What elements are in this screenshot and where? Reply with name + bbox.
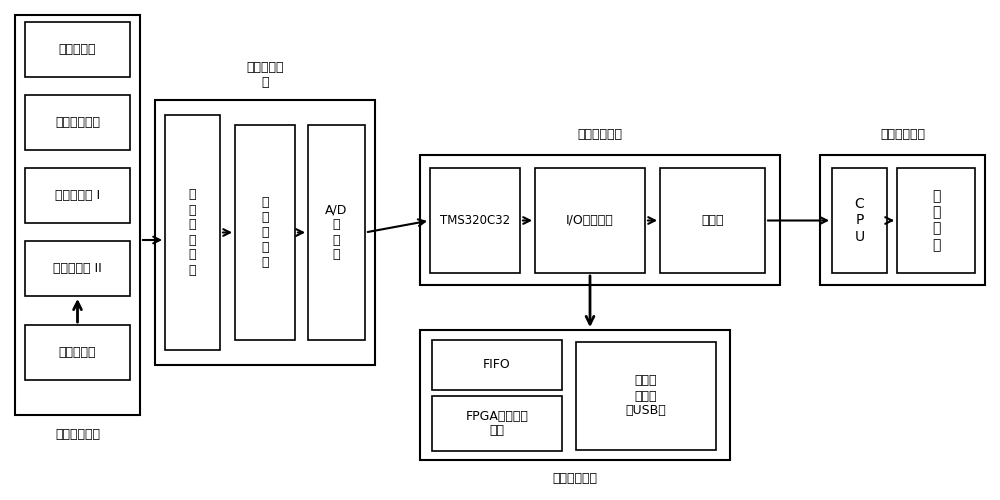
Text: 位移传感器: 位移传感器 <box>59 43 96 56</box>
Text: 温度传感器 II: 温度传感器 II <box>53 262 102 275</box>
Text: I/O接口电路: I/O接口电路 <box>566 214 614 227</box>
Bar <box>25 95 130 150</box>
Text: A/D
转
换
器: A/D 转 换 器 <box>325 204 348 262</box>
Bar <box>432 396 562 451</box>
Bar <box>25 241 130 296</box>
Text: 信号转换模
块: 信号转换模 块 <box>246 61 284 89</box>
Text: FIFO: FIFO <box>483 358 511 372</box>
Text: FPGA逻辑控制
模块: FPGA逻辑控制 模块 <box>466 410 528 438</box>
Text: 存储器: 存储器 <box>701 214 724 227</box>
Text: 传感器接口: 传感器接口 <box>59 346 96 359</box>
Bar <box>165 115 220 350</box>
Text: 故障显示模块: 故障显示模块 <box>880 128 925 141</box>
Text: 信
号
调
理
电
路: 信 号 调 理 电 路 <box>189 188 196 276</box>
Text: 信
号
滤
波
器: 信 号 滤 波 器 <box>261 196 269 269</box>
Text: 信号采集模块: 信号采集模块 <box>55 428 100 442</box>
Text: 数据导
出接口
（USB）: 数据导 出接口 （USB） <box>626 374 666 418</box>
Text: 温度传感器 I: 温度传感器 I <box>55 189 100 202</box>
Bar <box>820 155 985 285</box>
Bar <box>25 325 130 380</box>
Bar <box>420 155 780 285</box>
Bar <box>308 125 365 340</box>
Bar <box>25 168 130 223</box>
Text: C
P
U: C P U <box>854 198 865 244</box>
Bar <box>432 340 562 390</box>
Bar <box>420 330 730 460</box>
Text: TMS320C32: TMS320C32 <box>440 214 510 227</box>
Text: 信号处理模块: 信号处理模块 <box>578 128 622 141</box>
Text: 数
据
显
示: 数 据 显 示 <box>932 189 940 252</box>
Text: 信号存储模块: 信号存储模块 <box>552 472 598 484</box>
Bar <box>897 168 975 273</box>
Bar <box>15 15 140 415</box>
Bar <box>660 168 765 273</box>
Bar <box>235 125 295 340</box>
Text: 加速度传感器: 加速度传感器 <box>55 116 100 129</box>
Bar <box>25 22 130 77</box>
Bar <box>155 100 375 365</box>
Bar <box>430 168 520 273</box>
Bar <box>535 168 645 273</box>
Bar <box>576 342 716 450</box>
Bar <box>832 168 887 273</box>
